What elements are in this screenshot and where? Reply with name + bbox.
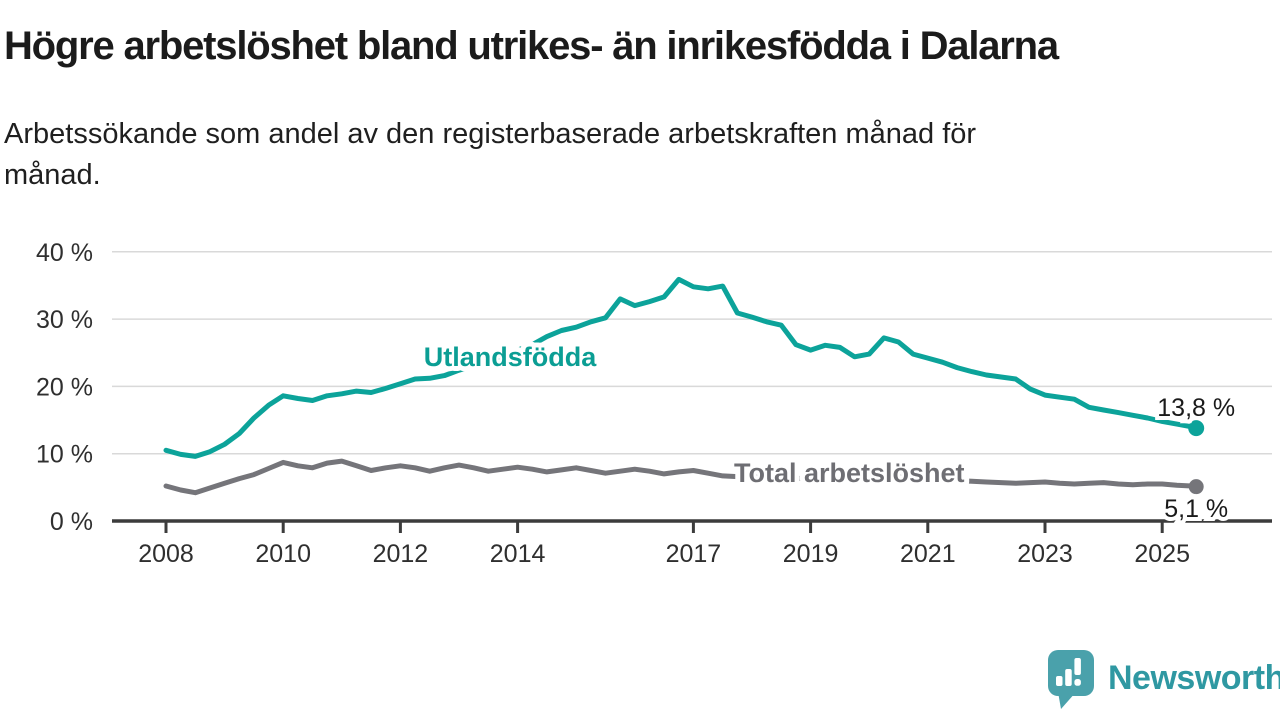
x-tick-label-2017: 2017: [666, 540, 722, 568]
y-tick-label-0: 0 %: [50, 508, 93, 536]
end-value-label-utlandsfodda: 13,8 %: [1157, 394, 1235, 422]
series-line-utlandsfodda: [163, 276, 1199, 459]
y-tick-label-30: 30 %: [36, 306, 93, 334]
x-tick-label-2012: 2012: [373, 540, 429, 568]
x-tick-label-2021: 2021: [900, 540, 956, 568]
y-tick-label-20: 20 %: [36, 373, 93, 401]
subtitle-line-2: månad.: [4, 159, 101, 192]
x-tick-label-2010: 2010: [255, 540, 311, 568]
page-title: Högre arbetslöshet bland utrikes- än inr…: [4, 24, 1059, 68]
newsworthy-logo: Newsworthy: [1048, 650, 1280, 709]
x-tick-label-2023: 2023: [1017, 540, 1073, 568]
x-tick-label-2014: 2014: [490, 540, 546, 568]
end-value-label-total: 5,1 %: [1164, 495, 1228, 523]
unemployment-line-chart: 0 % 10 % 20 % 30 % 40 % 2008 2010 2012 2014 2017 2…: [36, 239, 1272, 568]
x-tick-label-2025: 2025: [1134, 540, 1190, 568]
y-tick-label-40: 40 %: [36, 239, 93, 267]
series-label-utlandsfodda: Utlandsfödda: [424, 342, 597, 372]
newsworthy-wordmark: Newsworthy: [1108, 659, 1280, 697]
x-tick-label-2019: 2019: [783, 540, 839, 568]
end-dot-utlandsfodda: [1188, 420, 1205, 437]
newsworthy-speech-bubble-icon: [1048, 650, 1094, 709]
x-tick-label-2008: 2008: [138, 540, 194, 568]
end-dot-total: [1188, 479, 1204, 495]
series-label-total: Total arbetslöshet: [734, 458, 965, 488]
bar-chart-exclamation-glyph: [1056, 658, 1081, 686]
subtitle-line-1: Arbetssökande som andel av den registerb…: [4, 118, 977, 150]
chart-subtitle: Arbetssökande som andel av den registerb…: [4, 114, 1204, 196]
y-tick-label-10: 10 %: [36, 441, 93, 469]
series-line-total: [163, 458, 1199, 496]
